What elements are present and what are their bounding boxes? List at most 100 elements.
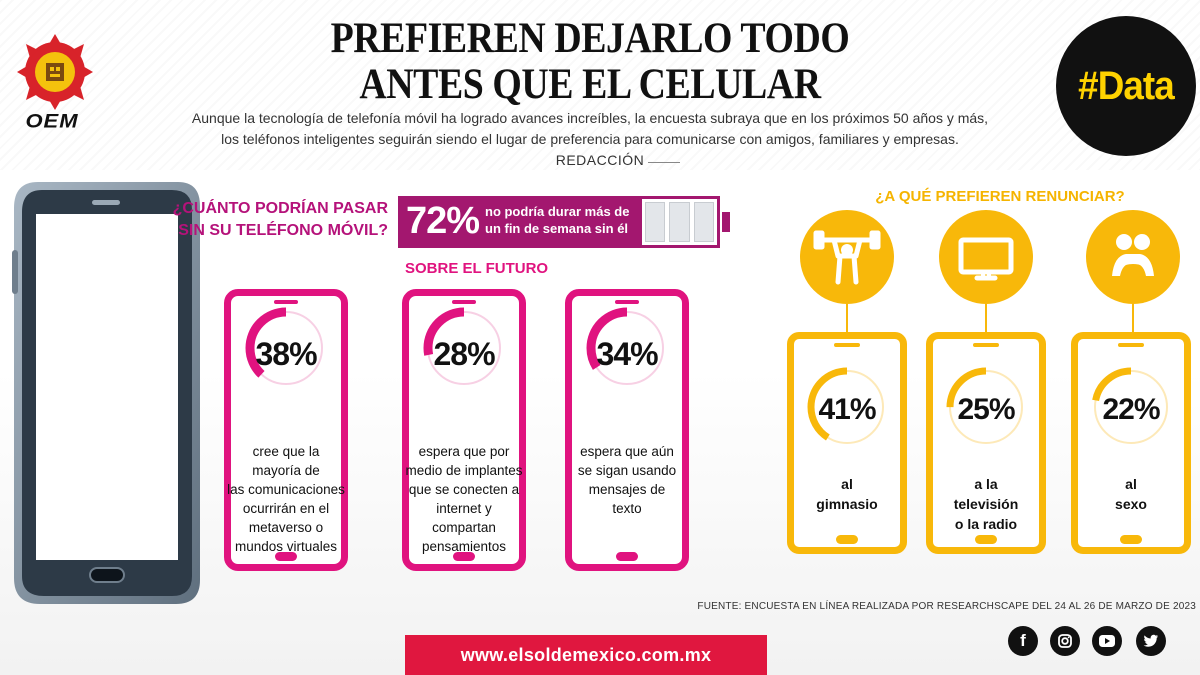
percent-ring	[586, 307, 668, 389]
description-line: ocurrirán en el	[242, 501, 330, 516]
description-line: metaverso o	[248, 520, 324, 535]
renounce-card: 41% al gimnasio	[787, 332, 907, 554]
description-line: gimnasio	[816, 496, 878, 512]
renounce-card: 25% a la televisión o la radio	[926, 332, 1046, 554]
website-link[interactable]: www.elsoldemexico.com.mx	[460, 644, 712, 665]
card-speaker	[973, 343, 999, 347]
title-line-1: PREFIEREN DEJARLO TODO	[330, 15, 850, 62]
ring-value-arc	[586, 307, 668, 389]
description-line: a la	[974, 476, 998, 492]
future-description: espera que aún se sigan usando mensajes …	[568, 442, 686, 518]
renounce-description: al sexo	[1078, 474, 1184, 514]
phone-question: ¿CUÁNTO PODRÍAN PASAR SIN SU TELÉFONO MÓ…	[160, 198, 388, 242]
facebook-glyph: f	[1020, 631, 1026, 650]
badge-label: #Data	[1078, 63, 1175, 108]
card-home-button	[836, 535, 858, 544]
card-home-button	[453, 552, 475, 561]
byline: REDACCIÓN	[555, 152, 645, 168]
description-line: cree que la mayoría de	[252, 444, 320, 478]
description-line: televisión	[953, 496, 1019, 512]
percent-ring	[946, 367, 1026, 447]
logo-wordmark: OEM	[25, 109, 79, 132]
description-line: al	[841, 476, 853, 492]
smartphone-illustration	[8, 180, 204, 608]
future-section-title: SOBRE EL FUTURO	[405, 260, 549, 277]
ring-value-arc	[423, 307, 505, 389]
description-line: las comunicaciones	[227, 482, 345, 497]
description-line: texto	[612, 501, 642, 516]
future-card: 38% cree que la mayoría de las comunicac…	[224, 289, 348, 571]
twitter-icon[interactable]	[1136, 626, 1166, 656]
future-card: 34% espera que aún se sigan usando mensa…	[565, 289, 689, 571]
ring-value-arc	[807, 367, 887, 447]
byline-divider	[648, 162, 680, 163]
renounce-description: al gimnasio	[794, 474, 900, 514]
renounce-description: a la televisión o la radio	[933, 474, 1039, 534]
page-title: PREFIEREN DEJARLO TODO ANTES QUE EL CELU…	[291, 16, 889, 108]
ring-value-arc	[946, 367, 1026, 447]
website-banner[interactable]: www.elsoldemexico.com.mx	[405, 635, 767, 675]
renounce-percent: 41%	[818, 393, 876, 426]
description-line: mensajes de	[588, 482, 666, 497]
future-percent: 28%	[433, 336, 495, 372]
battery-cell	[693, 202, 714, 242]
future-card: 28% espera que por medio de implantes qu…	[402, 289, 526, 571]
future-description: espera que por medio de implantes que se…	[405, 442, 523, 556]
weightlifter-icon	[800, 210, 894, 304]
card-speaker	[615, 300, 639, 304]
future-percent: 38%	[255, 336, 317, 372]
card-home-button	[616, 552, 638, 561]
couple-icon	[1086, 210, 1180, 304]
header-background	[0, 0, 1200, 170]
description-line: medio de implantes	[405, 463, 523, 478]
data-badge: #Data	[1056, 16, 1196, 156]
description-line: al	[1125, 476, 1137, 492]
source-note: FUENTE: ENCUESTA EN LÍNEA REALIZADA POR …	[697, 601, 1196, 612]
battery-percent: 72%	[406, 200, 480, 242]
percent-ring	[807, 367, 887, 447]
facebook-icon[interactable]: f	[1008, 626, 1038, 656]
renounce-percent: 22%	[1102, 393, 1160, 426]
card-home-button	[975, 535, 997, 544]
battery-cell	[669, 202, 690, 242]
connector-line	[985, 304, 987, 332]
description-line: que se conecten a	[408, 482, 520, 497]
battery-empty-cells	[642, 199, 717, 245]
renounce-section-title: ¿A QUÉ PREFIEREN RENUNCIAR?	[875, 188, 1125, 205]
renounce-percent: 25%	[957, 393, 1015, 426]
description-line: sexo	[1115, 496, 1147, 512]
description-line: se sigan usando	[577, 463, 677, 478]
card-speaker	[452, 300, 476, 304]
card-home-button	[275, 552, 297, 561]
description-line: espera que por	[418, 444, 510, 459]
card-home-button	[1120, 535, 1142, 544]
description-line: o la radio	[954, 516, 1018, 532]
title-line-2: ANTES QUE EL CELULAR	[359, 61, 821, 108]
intro-line-1: Aunque la tecnología de telefonía móvil …	[191, 110, 989, 126]
battery-graphic: 72% no podría durar más de un fin de sem…	[398, 196, 730, 248]
future-percent: 34%	[596, 336, 658, 372]
percent-ring	[245, 307, 327, 389]
battery-caption-line-2: un fin de semana sin él	[485, 221, 629, 236]
percent-ring	[1091, 367, 1171, 447]
sun-logo-icon	[17, 34, 93, 110]
intro-line-2: los teléfonos inteligentes seguirán sien…	[221, 131, 959, 147]
card-speaker	[274, 300, 298, 304]
description-line: espera que aún	[580, 444, 674, 459]
question-line-1: ¿CUÁNTO PODRÍAN PASAR	[172, 200, 388, 217]
percent-ring	[423, 307, 505, 389]
instagram-icon[interactable]	[1050, 626, 1080, 656]
youtube-icon[interactable]	[1092, 626, 1122, 656]
battery-cell	[645, 202, 666, 242]
battery-terminal	[722, 212, 730, 232]
card-speaker	[834, 343, 860, 347]
description-line: pensamientos	[421, 539, 507, 554]
renounce-card: 22% al sexo	[1071, 332, 1191, 554]
future-description: cree que la mayoría de las comunicacione…	[227, 442, 345, 556]
ring-value-arc	[245, 307, 327, 389]
intro-paragraph: Aunque la tecnología de telefonía móvil …	[150, 108, 1030, 150]
phone-icon	[12, 182, 200, 604]
description-line: internet y compartan	[432, 501, 496, 535]
ring-value-arc	[1091, 367, 1171, 447]
battery-caption-line-1: no podría durar más de	[485, 204, 630, 219]
